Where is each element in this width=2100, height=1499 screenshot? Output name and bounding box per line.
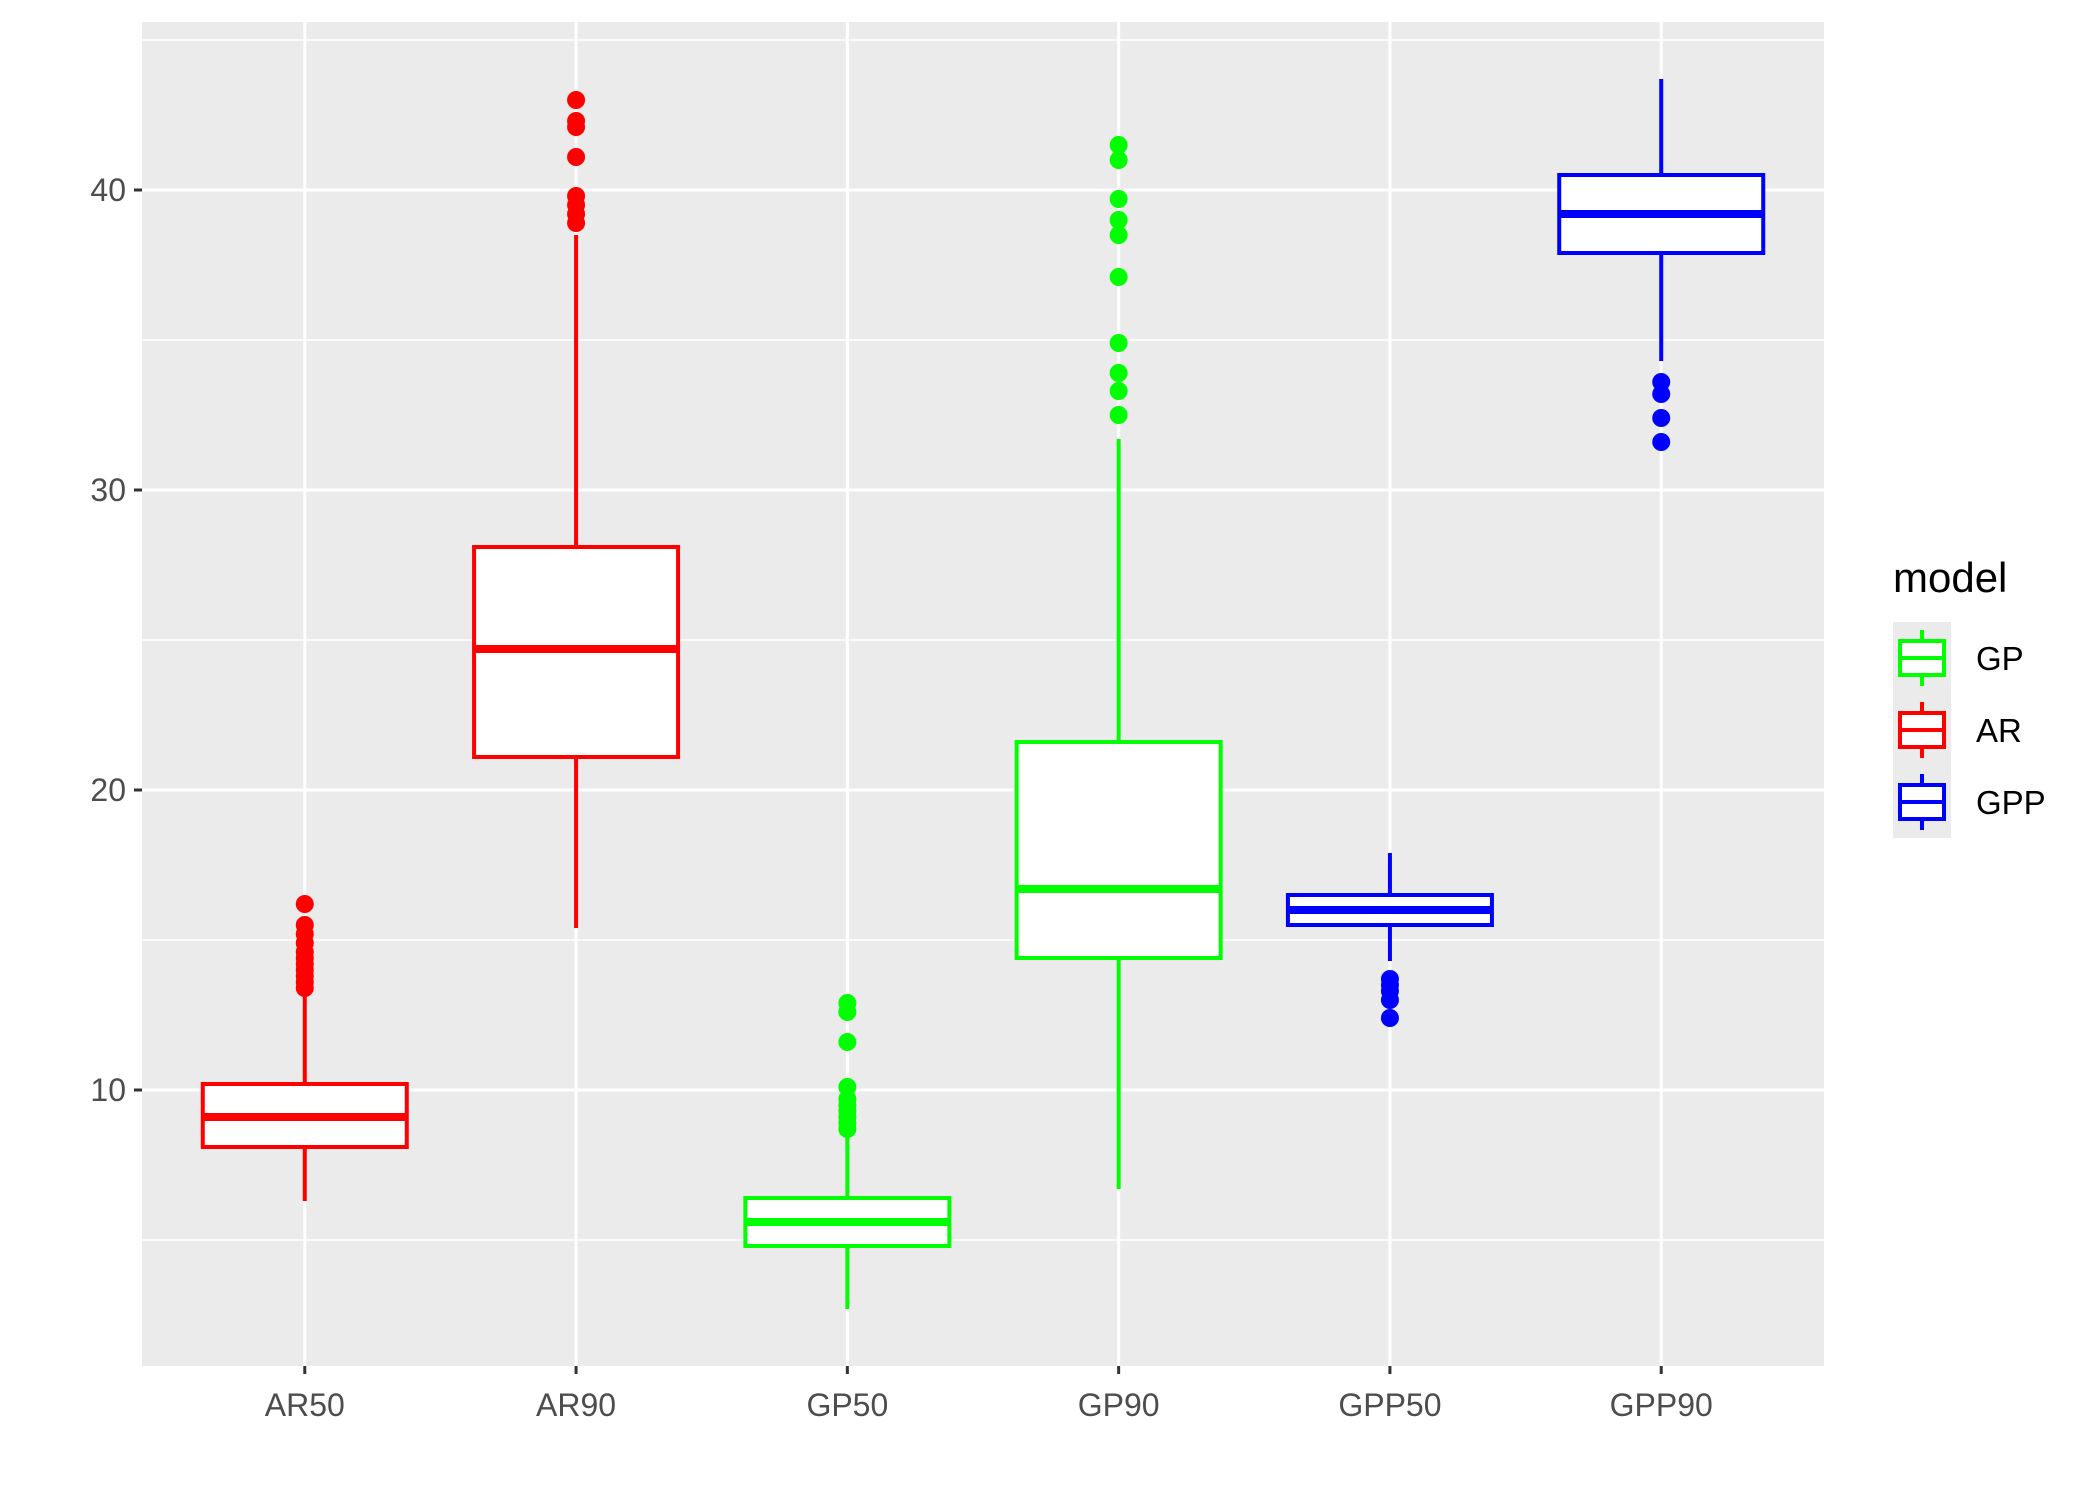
outlier-point (1652, 409, 1671, 427)
legend-entry-gp: GP (1898, 630, 2024, 686)
legend-entry-gpp: GPP (1898, 774, 2046, 830)
outlier-point (567, 148, 586, 166)
legend: model GP AR GPP (1893, 554, 2046, 838)
x-tick-label: GP50 (806, 1387, 888, 1423)
legend-label: AR (1976, 712, 2022, 749)
box-iqr (1014, 740, 1223, 960)
x-tick-label: GP90 (1078, 1387, 1160, 1423)
outlier-point (1109, 136, 1128, 154)
y-tick-label: 20 (90, 772, 126, 808)
x-tick-label: GPP50 (1338, 1387, 1441, 1423)
box-series (200, 79, 1766, 1309)
box-ar90 (472, 91, 681, 928)
outlier-point (838, 994, 857, 1012)
y-axis: 10 20 30 40 (90, 172, 142, 1108)
outlier-point (1380, 1009, 1399, 1027)
outlier-point (567, 112, 586, 130)
y-tick-label: 40 (90, 172, 126, 208)
outlier-point (1109, 334, 1128, 352)
outlier-point (1109, 364, 1128, 382)
legend-label: GPP (1976, 784, 2046, 821)
box-gpp50 (1285, 853, 1494, 1027)
outlier-point (1109, 211, 1128, 229)
box-ar50 (200, 895, 409, 1201)
legend-label: GP (1976, 640, 2024, 677)
outlier-point (838, 1033, 857, 1051)
minor-gridlines (142, 39, 1824, 1241)
outlier-point (1652, 433, 1671, 451)
outlier-point (1109, 226, 1128, 244)
x-tick-label: AR50 (265, 1387, 345, 1423)
x-axis: AR50 AR90 GP50 GP90 GPP50 GPP90 (265, 1366, 1713, 1423)
y-tick-label: 30 (90, 472, 126, 508)
outlier-point (567, 187, 586, 205)
outlier-point (295, 916, 314, 934)
outlier-point (1380, 970, 1399, 988)
outlier-point (567, 91, 586, 109)
x-tick-label: AR90 (536, 1387, 616, 1423)
outlier-point (1109, 406, 1128, 424)
y-tick-label: 10 (90, 1072, 126, 1108)
outlier-point (838, 1078, 857, 1096)
outlier-point (1652, 373, 1671, 391)
outlier-point (1109, 382, 1128, 400)
x-tick-label: GPP90 (1610, 1387, 1713, 1423)
box-gp90 (1014, 136, 1223, 1189)
outlier-point (1109, 268, 1128, 286)
box-gpp90 (1557, 79, 1766, 451)
legend-entry-ar: AR (1898, 702, 2022, 758)
outlier-point (1109, 151, 1128, 169)
plot-panel (142, 22, 1824, 1366)
outlier-point (295, 895, 314, 913)
outlier-point (1109, 190, 1128, 208)
box-gp50 (743, 994, 952, 1309)
legend-title: model (1893, 554, 2007, 601)
